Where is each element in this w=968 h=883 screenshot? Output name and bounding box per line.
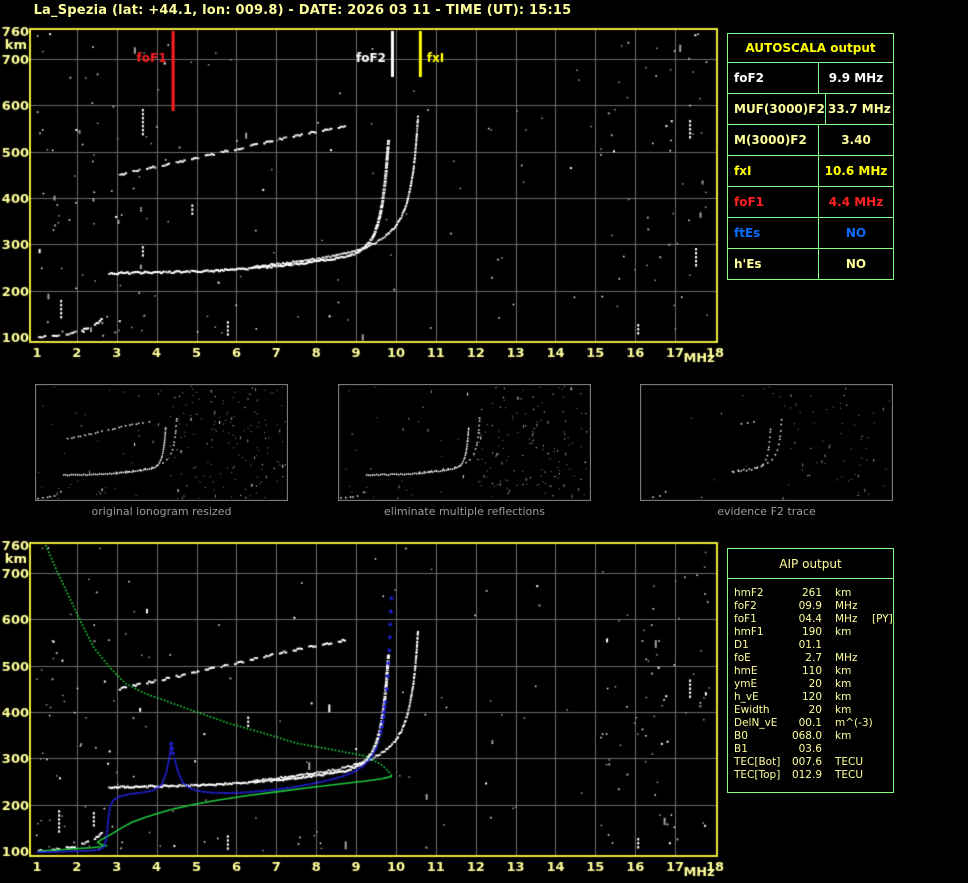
aip-row: h_vE 120 km [728, 690, 893, 703]
aip-param-label: Ewidth [734, 703, 770, 716]
aip-param-value: 007.6 [791, 755, 822, 768]
aip-row: hmE 110 km [728, 664, 893, 677]
ionogram-plot-top [0, 22, 730, 370]
aip-row: B0 068.0 km [728, 729, 893, 742]
autoscala-row: fxI 10.6 MHz [728, 155, 893, 186]
autoscala-param-label: fxI [728, 156, 819, 186]
aip-param-label: DelN_vE [734, 716, 778, 729]
autoscala-row: ftEs NO [728, 217, 893, 248]
aip-param-label: hmE [734, 664, 758, 677]
thumbnail-evidence-f2-trace [640, 384, 893, 501]
aip-param-value: 09.9 [798, 599, 822, 612]
aip-param-label: D1 [734, 638, 749, 651]
thumbnail-caption-evidence: evidence F2 trace [717, 505, 816, 518]
aip-param-value: 110 [801, 664, 822, 677]
aip-param-value: 00.1 [798, 716, 822, 729]
autoscala-param-label: MUF(3000)F2 [728, 94, 826, 124]
autoscala-param-value: NO [845, 226, 867, 240]
aip-row: hmF1 190 km [728, 625, 893, 638]
autoscala-param-label: foF2 [728, 63, 819, 93]
aip-row: D1 01.1 [728, 638, 893, 651]
aip-row: TEC[Bot] 007.6 TECU [728, 755, 893, 768]
aip-param-value: 20 [808, 677, 822, 690]
autoscala-param-value: NO [845, 257, 867, 271]
autoscala-param-value: 33.7 MHz [828, 102, 891, 116]
aip-param-label: ymE [734, 677, 758, 690]
aip-row: foF1 04.4 MHz [PY] [728, 612, 893, 625]
aip-param-value: 01.1 [798, 638, 822, 651]
autoscala-param-label: foF1 [728, 187, 819, 217]
aip-row: hmF2 261 km [728, 586, 893, 599]
aip-param-label: B0 [734, 729, 748, 742]
aip-table-title: AIP output [728, 549, 893, 579]
aip-param-value: 190 [801, 625, 822, 638]
autoscala-param-label: h'Es [728, 249, 819, 279]
aip-param-label: foE [734, 651, 751, 664]
aip-param-value: 012.9 [791, 768, 822, 781]
aip-param-label: hmF2 [734, 586, 764, 599]
station-title: La_Spezia (lat: +44.1, lon: 009.8) - DAT… [33, 3, 572, 18]
autoscala-param-value: 4.4 MHz [828, 195, 884, 209]
aip-param-unit: MHz [835, 599, 858, 612]
aip-param-unit: km [835, 664, 852, 677]
aip-param-label: B1 [734, 742, 748, 755]
aip-param-label: h_vE [734, 690, 759, 703]
aip-param-unit: km [835, 690, 852, 703]
aip-param-label: TEC[Bot] [734, 755, 781, 768]
autoscala-row: M(3000)F2 3.40 [728, 124, 893, 155]
aip-param-value: 068.0 [791, 729, 822, 742]
thumbnail-eliminate-reflections [338, 384, 591, 501]
thumbnail-caption-original: original ionogram resized [91, 505, 232, 518]
thumbnail-original-ionogram [35, 384, 288, 501]
aip-row: DelN_vE 00.1 m^(-3) [728, 716, 893, 729]
aip-param-unit: km [835, 625, 852, 638]
ionogram-plot-inverted-profile [0, 536, 730, 883]
aip-param-label: TEC[Top] [734, 768, 781, 781]
aip-param-unit: km [835, 703, 852, 716]
thumbnail-caption-eliminate: eliminate multiple reflections [384, 505, 545, 518]
autoscala-row: MUF(3000)F2 33.7 MHz [728, 93, 893, 124]
aip-param-label: foF1 [734, 612, 757, 625]
autoscala-param-label: M(3000)F2 [728, 125, 819, 155]
autoscala-row: h'Es NO [728, 248, 893, 279]
aip-param-note: [PY] [872, 612, 893, 625]
aip-param-label: hmF1 [734, 625, 764, 638]
aip-table-rows: hmF2 261 km foF2 09.9 MHz foF1 04.4 MHz [PY] hmF1 1… [728, 579, 893, 781]
autoscala-param-label: ftEs [728, 218, 819, 248]
autoscala-param-value: 9.9 MHz [828, 71, 884, 85]
autoscala-param-value: 3.40 [841, 133, 871, 147]
aip-param-unit: km [835, 586, 852, 599]
aip-param-unit: TECU [835, 755, 864, 768]
aip-param-value: 04.4 [798, 612, 822, 625]
aip-row: Ewidth 20 km [728, 703, 893, 716]
aip-param-unit: MHz [835, 612, 858, 625]
aip-param-value: 2.7 [805, 651, 822, 664]
aip-param-value: 261 [801, 586, 822, 599]
autoscala-output-table: AUTOSCALA output foF2 9.9 MHz MUF(3000)F2 3… [727, 33, 894, 280]
aip-param-unit: MHz [835, 651, 858, 664]
aip-param-label: foF2 [734, 599, 757, 612]
autoscala-table-rows: foF2 9.9 MHz MUF(3000)F2 33.7 MHz M(3000)F2 3… [728, 62, 893, 279]
autoscala-param-value: 10.6 MHz [824, 164, 888, 178]
aip-param-value: 20 [808, 703, 822, 716]
aip-param-value: 120 [801, 690, 822, 703]
autoscala-table-title: AUTOSCALA output [745, 41, 876, 55]
autoscala-row: foF2 9.9 MHz [728, 62, 893, 93]
aip-param-unit: TECU [835, 768, 864, 781]
aip-param-unit: km [835, 729, 852, 742]
aip-param-unit: m^(-3) [835, 716, 873, 729]
aip-output-table: AIP output hmF2 261 km foF2 09.9 MHz foF1 04.4 M… [727, 548, 894, 793]
aip-row: foF2 09.9 MHz [728, 599, 893, 612]
autoscala-row: foF1 4.4 MHz [728, 186, 893, 217]
aip-row: foE 2.7 MHz [728, 651, 893, 664]
aip-row: ymE 20 km [728, 677, 893, 690]
aip-param-value: 03.6 [798, 742, 822, 755]
aip-row: TEC[Top] 012.9 TECU [728, 768, 893, 781]
aip-row: B1 03.6 [728, 742, 893, 755]
aip-param-unit: km [835, 677, 852, 690]
